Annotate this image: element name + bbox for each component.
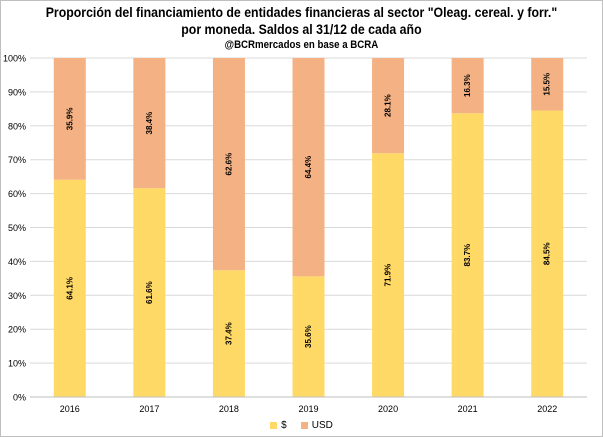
y-tick-label: 0% [13,393,26,403]
chart-subtitle: @BCRmercados en base a BCRA [224,39,379,51]
legend-item-peso: $ [270,420,287,431]
y-tick-label: 80% [8,121,26,131]
data-label-usd-2020: 28.1% [384,94,393,117]
x-tick-label: 2019 [298,404,318,414]
data-label-peso-2019: 35.6% [304,325,313,348]
x-tick-label: 2018 [219,404,239,414]
legend-label-peso: $ [281,419,287,431]
y-tick-label: 90% [8,87,26,97]
y-tick-label: 40% [8,257,26,267]
y-tick-label: 10% [8,359,26,369]
bar-peso-2016 [53,179,86,397]
data-labels: 64.1% 35.9% 61.6% 38.4% 37.4% 62.6% 35.6% 64.4%… [65,73,551,348]
x-tick-label: 2020 [378,404,398,414]
bar-usd-2022 [531,58,564,111]
bar-usd-2019 [292,58,325,277]
legend-swatch-peso [270,421,278,429]
bar-usd-2020 [372,58,405,154]
bar-peso-2017 [133,188,166,397]
data-label-peso-2018: 37.4% [224,322,233,345]
legend-swatch-usd [300,421,308,429]
chart-title-line-2: por moneda. Saldos al 31/12 de cada año [181,21,422,37]
x-tick-label: 2021 [458,404,478,414]
y-tick-label: 60% [8,189,26,199]
bar-peso-2022 [531,110,564,398]
data-label-usd-2019: 64.4% [304,156,313,179]
data-label-usd-2018: 62.6% [224,153,233,176]
data-label-peso-2020: 71.9% [384,264,393,287]
bar-usd-2016 [53,58,86,180]
bar-peso-2021 [451,113,484,398]
axes: 0% 10% 20% 30% 40% 50% 60% 70% 80% 90% 100% 2016 201… [3,54,587,414]
legend-item-usd: USD [300,419,333,431]
data-label-peso-2017: 61.6% [145,281,154,304]
bar-usd-2017 [133,58,166,189]
x-tick-label: 2017 [139,404,159,414]
y-tick-label: 20% [8,325,26,335]
y-tick-label: 100% [3,54,26,64]
bar-usd-2021 [451,58,484,114]
x-tick-label: 2016 [60,404,80,414]
y-tick-label: 70% [8,155,26,165]
data-label-usd-2016: 35.9% [65,108,74,131]
bars [53,58,564,398]
data-label-usd-2017: 38.4% [145,112,154,135]
data-label-peso-2021: 83.7% [463,244,472,267]
legend-label-usd: USD [311,419,333,431]
bar-peso-2018 [212,270,245,397]
chart-title-line-1: Proporción del financiamiento de entidad… [45,4,558,20]
data-label-usd-2021: 16.3% [463,74,472,97]
y-tick-label: 30% [8,291,26,301]
bar-usd-2018 [212,58,245,271]
data-label-peso-2016: 64.1% [65,277,74,300]
data-label-peso-2022: 84.5% [543,242,552,265]
y-tick-label: 50% [8,223,26,233]
bar-peso-2020 [372,153,405,397]
data-label-usd-2022: 15.5% [543,73,552,96]
bar-peso-2019 [292,276,325,397]
x-tick-label: 2022 [537,404,557,414]
chart-legend: $ USD [0,418,603,432]
